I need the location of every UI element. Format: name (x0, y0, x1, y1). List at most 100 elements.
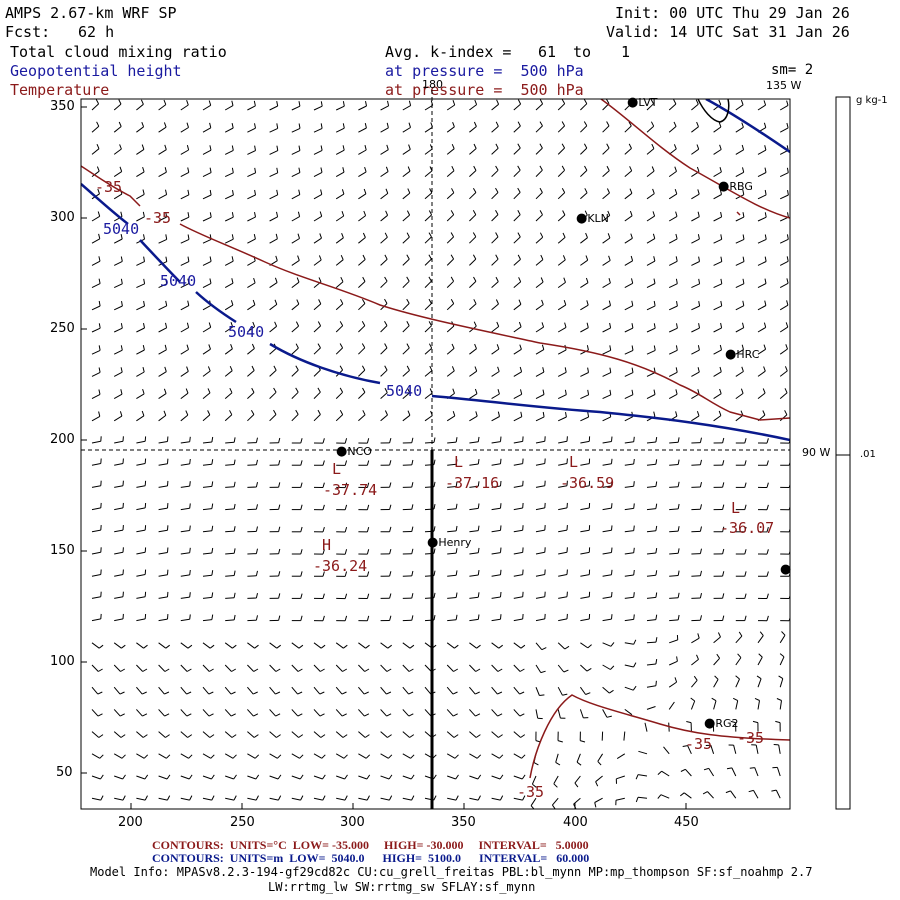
wind-barb-flag (631, 389, 634, 395)
wind-barb-flag (98, 389, 101, 395)
wind-barb-shaft (624, 686, 634, 691)
wind-barb-flag (166, 754, 171, 759)
wind-barb-shaft (224, 326, 233, 333)
wind-barb-flag (255, 504, 258, 510)
wind-barb-shaft (202, 574, 212, 577)
wind-barb-shaft (757, 261, 767, 266)
lon-135w-label: 135 W (766, 79, 802, 92)
wind-barb-flag (389, 460, 392, 466)
wind-barb-flag (144, 795, 148, 801)
wind-barb-shaft (757, 216, 767, 222)
wind-barb-flag (252, 299, 256, 305)
wind-barb-flag (786, 300, 789, 306)
wind-barb-flag (741, 144, 745, 150)
wind-barb-flag (278, 571, 281, 577)
wind-barb-shaft (225, 530, 235, 533)
wind-barb-shaft (136, 171, 145, 178)
wind-barb-shaft (447, 530, 457, 533)
wind-barb-shaft (269, 642, 278, 649)
wind-barb-flag (297, 691, 303, 695)
wind-barb-shaft (136, 797, 146, 801)
wind-barb-flag (365, 644, 370, 649)
wind-barb-shaft (269, 391, 277, 399)
wind-barb-shaft (180, 664, 188, 672)
wind-barb-shaft (513, 775, 523, 780)
wind-barb-flag (298, 734, 304, 738)
wind-barb-shaft (113, 753, 123, 759)
wind-barb-shaft (535, 596, 545, 599)
wind-barb-shaft (136, 148, 145, 155)
wind-barb-shaft (624, 327, 634, 333)
wind-barb-shaft (491, 753, 500, 759)
wind-barb-shaft (558, 463, 568, 466)
wind-barb-shaft (91, 507, 101, 511)
wind-barb-shaft (535, 147, 543, 155)
wind-barb-flag (98, 345, 101, 351)
wind-barb-flag (141, 144, 145, 150)
wind-barb-shaft (668, 701, 675, 710)
wind-barb-shaft (535, 664, 542, 673)
wind-barb-shaft (136, 642, 144, 649)
wind-barb-flag (231, 734, 237, 738)
wind-barb-flag (189, 569, 191, 575)
wind-barb-flag (539, 143, 543, 149)
wind-barb-shaft (114, 485, 124, 488)
wind-barb-shaft (380, 369, 388, 377)
wind-barb-shaft (580, 214, 588, 222)
wind-barb-flag (298, 167, 301, 173)
wind-barb-flag (500, 458, 502, 464)
wind-barb-shaft (580, 596, 590, 599)
wind-barb-flag (433, 774, 437, 780)
wind-barb-flag (165, 644, 171, 649)
wind-barb-flag (699, 570, 702, 576)
wind-barb-shaft (91, 596, 101, 599)
wind-barb-shaft (668, 238, 678, 244)
wind-barb-shaft (291, 642, 300, 649)
wind-barb-shaft (580, 327, 589, 333)
wind-barb-flag (186, 713, 192, 717)
wind-barb-shaft (358, 797, 368, 801)
wind-barb-shaft (424, 236, 432, 244)
wind-barb-shaft (735, 700, 739, 710)
wind-barb-flag (229, 387, 233, 393)
wind-barb-flag (231, 167, 234, 173)
wind-barb-shaft (602, 372, 612, 377)
wind-barb-shaft (535, 416, 545, 422)
wind-barb-shaft (202, 619, 212, 622)
wind-barb-flag (433, 570, 436, 576)
wind-barb-shaft (713, 126, 722, 133)
wind-barb-flag (742, 278, 745, 284)
wind-barb-shaft (646, 530, 656, 533)
wind-barb-shaft (469, 507, 479, 511)
wind-barb-shaft (735, 149, 744, 155)
wind-barb-shaft (358, 149, 367, 155)
wind-barb-shaft (336, 775, 345, 780)
wind-barb-flag (520, 411, 523, 417)
wind-barb-shaft (136, 261, 145, 266)
wind-barb-flag (166, 774, 171, 780)
wind-barb-flag (322, 438, 325, 444)
wind-barb-flag (587, 389, 590, 395)
wind-barb-shaft (402, 214, 410, 222)
wind-barb-flag (677, 481, 680, 487)
wind-barb-shaft (735, 678, 740, 688)
wind-barb-shaft (114, 440, 124, 444)
wind-barb-flag (695, 99, 699, 105)
wind-barb-flag (274, 321, 278, 327)
wind-barb-shaft (447, 797, 457, 801)
wind-barb-flag (776, 698, 782, 701)
wind-barb-shaft (269, 303, 278, 311)
wind-barb-flag (631, 345, 634, 351)
wind-barb-flag (120, 233, 123, 240)
wind-barb-flag (764, 167, 767, 173)
wind-barb-flag (722, 460, 725, 466)
wind-barb-flag (475, 713, 481, 717)
height-contour-a (81, 183, 129, 225)
wind-barb-shaft (623, 731, 626, 741)
wind-barb-shaft (136, 349, 145, 355)
wind-barb-shaft (646, 619, 656, 622)
wind-barb-shaft (180, 596, 190, 599)
wind-barb-shaft (224, 260, 234, 266)
wind-barb-shaft (313, 171, 323, 178)
wind-barb-flag (561, 187, 566, 193)
